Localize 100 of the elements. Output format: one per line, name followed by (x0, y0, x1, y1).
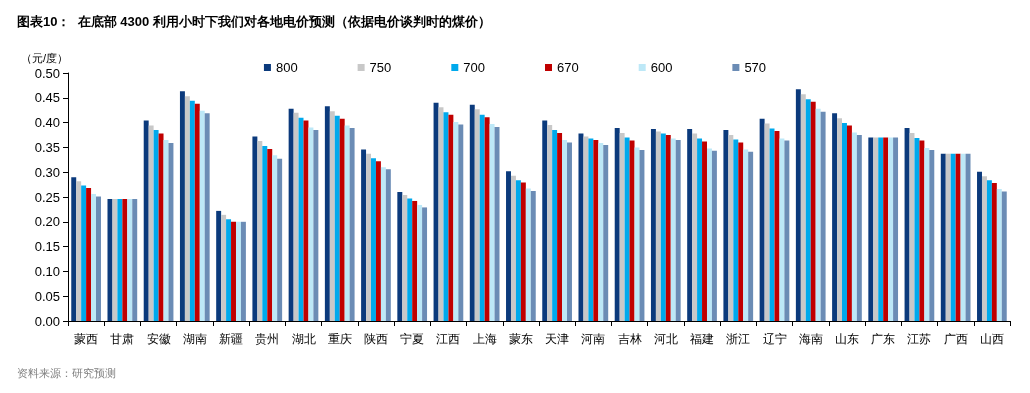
bar (914, 137, 920, 321)
bar (494, 127, 500, 321)
bar (530, 191, 536, 321)
x-tick-label: 蒙东 (508, 332, 533, 346)
bar (960, 153, 966, 321)
bar (76, 181, 82, 321)
bar (334, 115, 340, 321)
bar (91, 194, 97, 321)
bar (510, 175, 516, 321)
bar (856, 135, 862, 321)
bar (815, 108, 821, 321)
legend-label: 670 (557, 60, 579, 75)
bar (293, 112, 299, 321)
bar (929, 149, 935, 321)
bar (888, 137, 894, 321)
x-tick-label: 安徽 (146, 332, 171, 346)
y-tick-label: 0.10 (34, 263, 60, 279)
legend-label: 750 (369, 60, 392, 75)
bar (448, 114, 454, 321)
x-tick-label: 山东 (834, 332, 859, 346)
bar (873, 137, 879, 321)
x-tick-label: 新疆 (219, 332, 244, 346)
bar (329, 111, 335, 321)
bar (624, 137, 630, 321)
bar (779, 138, 785, 321)
y-tick-label: 0.35 (34, 139, 60, 155)
bar (981, 176, 987, 321)
bar (506, 171, 511, 321)
bar (458, 124, 464, 321)
bar (878, 137, 884, 321)
bar (262, 145, 268, 321)
x-tick-label: 天津 (545, 332, 570, 346)
bar (578, 133, 584, 321)
bar (267, 148, 273, 321)
bar (764, 123, 770, 321)
bar (443, 112, 449, 321)
bar (179, 91, 185, 321)
bar (810, 101, 816, 321)
x-tick-label: 湖南 (182, 332, 207, 346)
bar (837, 118, 843, 321)
bar (567, 142, 572, 321)
bar (692, 133, 698, 321)
bar (422, 207, 428, 321)
bar (184, 96, 190, 321)
bar (199, 110, 205, 321)
bar (489, 124, 495, 321)
bar (117, 198, 123, 321)
x-tick-label: 蒙西 (74, 332, 99, 346)
bar (349, 128, 355, 321)
x-tick-label: 河南 (581, 332, 606, 346)
bar (950, 153, 956, 321)
y-tick-label: 0.45 (34, 90, 60, 106)
bar (588, 138, 594, 321)
legend-label: 700 (463, 60, 486, 75)
bar (583, 136, 589, 321)
bar (996, 189, 1002, 321)
x-tick-label: 广东 (871, 332, 896, 346)
bar (805, 99, 811, 321)
bar (893, 137, 899, 321)
bar (194, 103, 200, 321)
bar (189, 100, 195, 321)
bar (371, 158, 376, 321)
bar (687, 129, 693, 321)
bar (380, 167, 386, 321)
bar (107, 198, 113, 321)
bar (226, 219, 232, 321)
bar (639, 149, 645, 321)
bar (552, 130, 558, 321)
bar (288, 108, 294, 321)
bar (204, 113, 210, 321)
bar (257, 140, 263, 321)
x-tick-label: 辽宁 (762, 332, 787, 346)
bar (324, 106, 330, 321)
x-tick-label: 吉林 (617, 332, 642, 346)
bar (148, 125, 154, 321)
legend-label: 600 (650, 60, 673, 75)
bar (977, 171, 982, 321)
bar (433, 102, 439, 321)
bar (614, 128, 620, 321)
bar (955, 153, 961, 321)
bar (800, 94, 806, 321)
bar (795, 89, 801, 321)
y-tick-label: 0.00 (34, 313, 60, 329)
bar (842, 123, 847, 321)
bar (221, 214, 227, 321)
bar (660, 133, 666, 321)
bar (344, 125, 350, 321)
bar (231, 221, 236, 321)
bar (832, 113, 838, 321)
bar (769, 128, 775, 321)
bar (940, 153, 946, 321)
y-tick-label: 0.15 (34, 239, 60, 255)
y-tick-label: 0.40 (34, 115, 60, 131)
bar (308, 127, 314, 321)
bar (375, 161, 381, 321)
y-tick-label: 0.20 (34, 214, 60, 230)
bar (986, 180, 992, 321)
bar (542, 120, 548, 321)
x-tick-label: 贵州 (255, 332, 280, 346)
bar (759, 118, 765, 321)
